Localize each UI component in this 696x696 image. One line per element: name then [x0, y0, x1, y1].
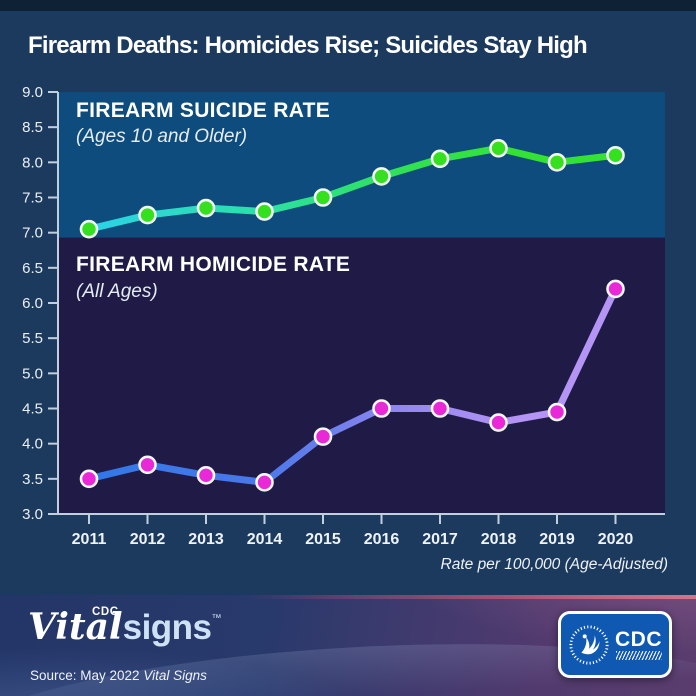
x-tick-label-2014: 2014	[247, 531, 283, 548]
homicide-point-2017	[430, 399, 450, 418]
vitalsigns-logo: Vital CDC signs™	[28, 606, 222, 648]
x-tick-label-2015: 2015	[305, 531, 341, 548]
source-prefix: Source: May 2022	[30, 668, 144, 683]
y-tick-label-8.5: 8.5	[22, 119, 43, 136]
cdc-logo-badge: CDC	[558, 611, 672, 678]
x-tick-label-2011: 2011	[72, 531, 107, 548]
y-tick-label-3.5: 3.5	[22, 471, 43, 488]
cdc-letters: CDC	[615, 627, 662, 651]
homicide-point-2011	[79, 469, 99, 489]
y-tick-label-4.5: 4.5	[22, 401, 43, 418]
x-tick-label-2016: 2016	[364, 531, 400, 548]
x-tick-label-2018: 2018	[481, 531, 517, 548]
footer-top-edge	[0, 595, 696, 599]
y-tick-label-4.0: 4.0	[22, 436, 43, 453]
suicide-trend-line	[85, 144, 619, 233]
homicide-point-2018	[489, 413, 508, 432]
y-tick-label-9.0: 9.0	[22, 84, 43, 101]
page-title: Firearm Deaths: Homicides Rise; Suicides…	[28, 32, 588, 59]
y-tick-label-5.0: 5.0	[22, 365, 43, 382]
homicide-point-2020	[606, 279, 625, 299]
homicide-point-2013	[196, 466, 216, 485]
hhs-eagle-icon	[569, 624, 609, 665]
suicide-point-2015	[313, 188, 333, 207]
suicide-point-2016	[372, 167, 391, 186]
homicide-point-2019	[547, 402, 567, 422]
logo-trademark: ™	[211, 613, 222, 624]
suicide-point-2014	[255, 202, 274, 221]
homicide-point-2014	[255, 473, 274, 492]
suicide-point-2011	[79, 219, 99, 239]
logo-cdc-small-text: CDC	[92, 606, 119, 618]
cdc-hatch-lines	[615, 650, 662, 660]
y-tick-label-6.5: 6.5	[22, 260, 43, 277]
x-tick-label-2017: 2017	[422, 531, 458, 548]
source-line: Source: May 2022 Vital Signs	[30, 668, 207, 683]
rates-line-chart: 9.0 8.5 8.0 7.5 7.0 6.5 6.0 5.5 5.0 4.5 4.0 3.5 3.0 2…	[22, 84, 665, 548]
y-tick-label-6.0: 6.0	[22, 295, 43, 312]
suicide-panel-subtitle: (Ages 10 and Older)	[76, 126, 248, 147]
homicide-point-2016	[372, 399, 391, 418]
logo-signs-text: signs	[122, 608, 212, 647]
x-tick-label-2019: 2019	[539, 531, 575, 548]
suicide-point-2013	[196, 198, 216, 218]
suicide-point-2017	[430, 149, 450, 169]
suicide-panel-title: FIREARM SUICIDE RATE	[76, 99, 331, 122]
suicide-point-2012	[138, 205, 157, 225]
suicide-point-2020	[606, 146, 625, 165]
logo-vital-text: Vital	[28, 606, 123, 648]
homicide-trend-line	[85, 285, 619, 486]
top-accent-strip	[0, 0, 696, 11]
source-publication: Vital Signs	[143, 668, 207, 683]
homicide-panel-title: FIREARM HOMICIDE RATE	[76, 253, 351, 276]
y-tick-label-8.0: 8.0	[22, 154, 43, 171]
cdc-letters-block: CDC	[615, 627, 662, 660]
y-tick-label-7.0: 7.0	[22, 225, 43, 242]
y-tick-label-5.5: 5.5	[22, 330, 43, 347]
x-tick-label-2020: 2020	[598, 531, 634, 548]
homicide-panel-subtitle: (All Ages)	[76, 281, 158, 302]
x-tick-label-2012: 2012	[130, 531, 166, 548]
homicide-point-2012	[138, 455, 157, 475]
suicide-point-2019	[547, 153, 567, 172]
suicide-point-2018	[489, 138, 508, 158]
homicide-point-2015	[313, 427, 333, 446]
x-tick-label-2013: 2013	[188, 531, 224, 548]
rate-axis-note: Rate per 100,000 (Age-Adjusted)	[440, 556, 668, 573]
y-tick-label-7.5: 7.5	[22, 190, 43, 207]
y-tick-label-3.0: 3.0	[22, 506, 43, 523]
